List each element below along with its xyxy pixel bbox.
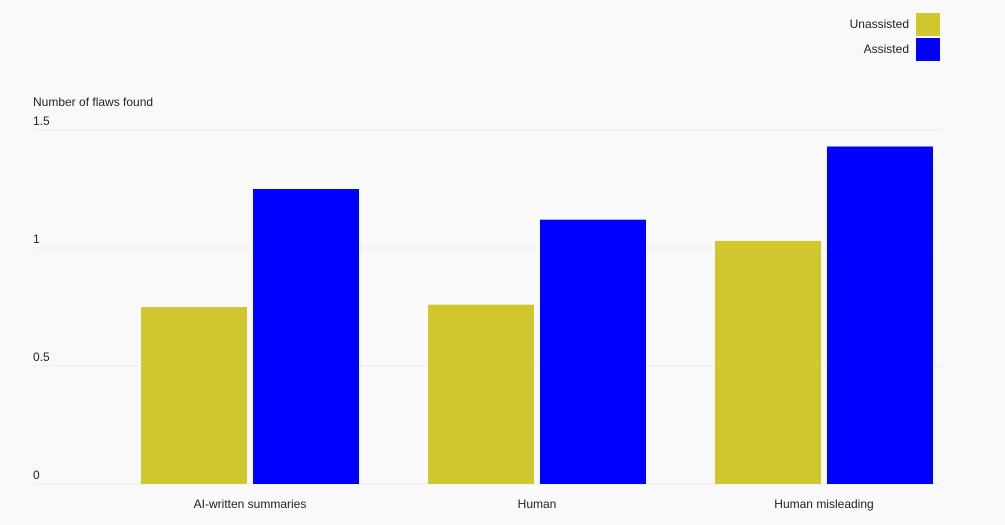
x-tick-label: Human misleading — [774, 497, 873, 511]
legend-label: Assisted — [864, 42, 909, 56]
bar — [715, 240, 821, 484]
y-tick-label: 0.5 — [33, 350, 50, 364]
y-tick-label: 1 — [33, 232, 40, 246]
bar — [428, 304, 534, 484]
bar — [827, 146, 933, 484]
y-tick-label: 1.5 — [33, 114, 50, 128]
y-axis-label: Number of flaws found — [33, 95, 153, 109]
bar — [540, 219, 646, 484]
legend-swatch — [916, 38, 940, 61]
bar — [253, 189, 359, 484]
legend-label: Unassisted — [850, 17, 909, 31]
bar — [141, 307, 247, 484]
x-tick-label: Human — [518, 497, 557, 511]
y-tick-label: 0 — [33, 468, 40, 482]
legend-swatch — [916, 13, 940, 36]
x-tick-label: AI-written summaries — [194, 497, 307, 511]
